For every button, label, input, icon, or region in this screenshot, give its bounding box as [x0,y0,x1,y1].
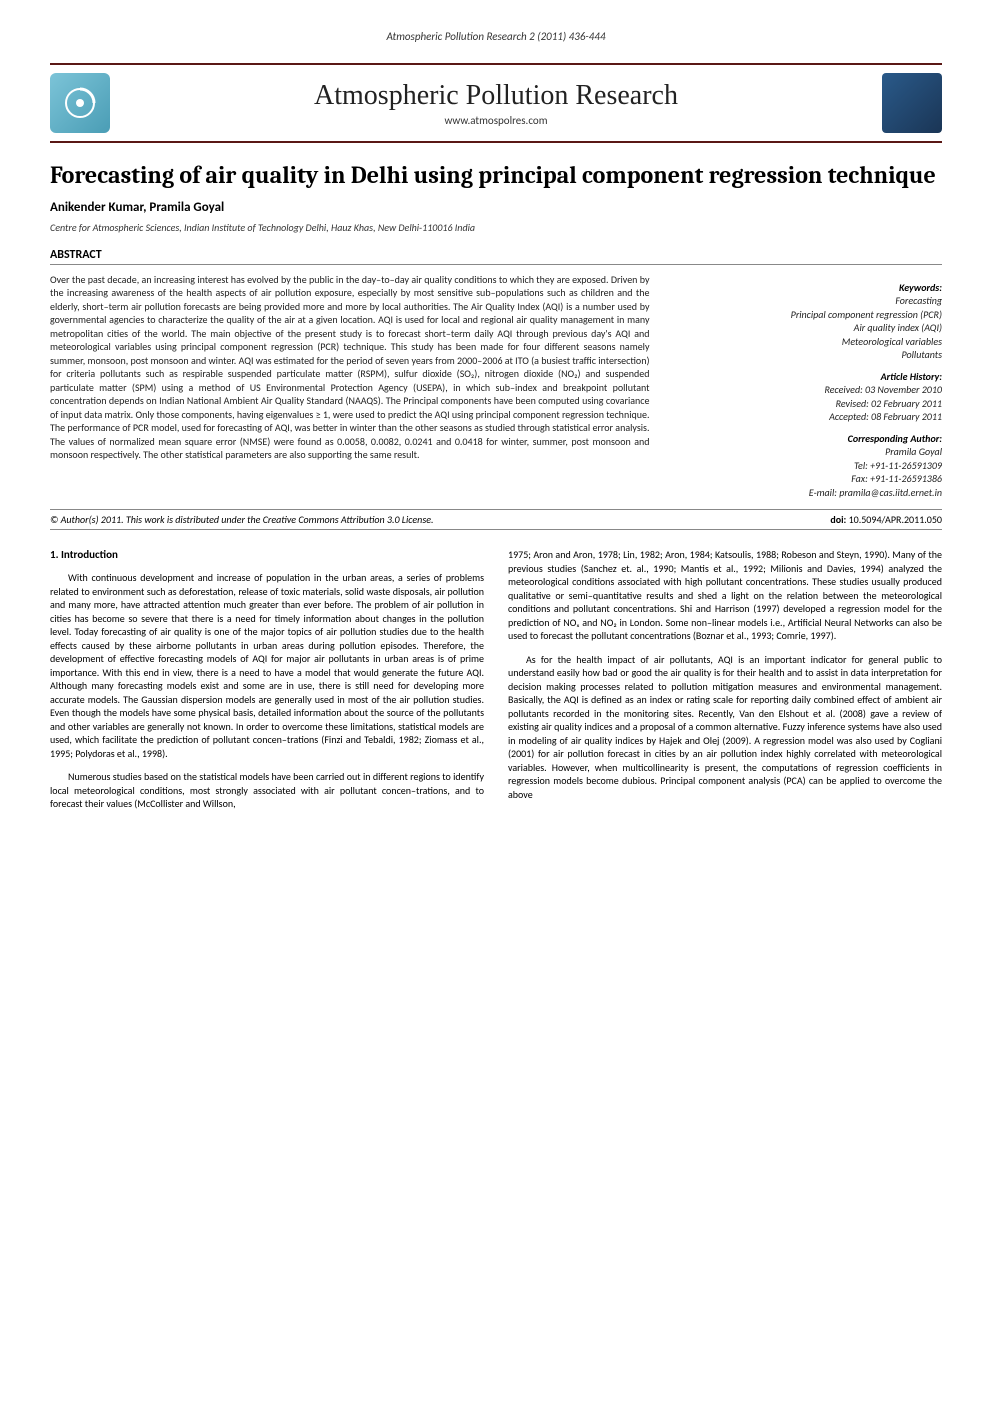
corresponding-item: Tel: +91-11-26591309 [670,459,943,473]
journal-logo-right-icon [882,73,942,133]
sidebar-column: Keywords: Forecasting Principal componen… [670,273,943,500]
body-column-left: 1. Introduction With continuous developm… [50,548,484,820]
intro-paragraph: As for the health impact of air pollutan… [508,653,942,802]
history-label: Article History: [670,370,943,384]
history-item: Accepted: 08 February 2011 [670,410,943,424]
doi-label: doi: [830,513,846,526]
keyword: Principal component regression (PCR) [670,308,943,322]
doi-value: 10.5094/APR.2011.050 [849,513,942,526]
journal-name: Atmospheric Pollution Research [125,80,867,112]
article-title: Forecasting of air quality in Delhi usin… [50,161,942,190]
keyword: Air quality index (AQI) [670,321,943,335]
journal-logo-left-icon [50,73,110,133]
banner-center: Atmospheric Pollution Research www.atmos… [125,80,867,127]
history-item: Received: 03 November 2010 [670,383,943,397]
authors: Anikender Kumar, Pramila Goyal [50,200,942,215]
license-row: © Author(s) 2011. This work is distribut… [50,509,942,530]
intro-paragraph: With continuous development and increase… [50,571,484,760]
corresponding-item: Fax: +91-11-26591386 [670,472,943,486]
corresponding-label: Corresponding Author: [670,432,943,446]
intro-paragraph: Numerous studies based on the statistica… [50,770,484,811]
body-columns: 1. Introduction With continuous developm… [50,548,942,820]
keyword: Meteorological variables [670,335,943,349]
keyword: Forecasting [670,294,943,308]
journal-url: www.atmospolres.com [125,114,867,127]
abstract-label: ABSTRACT [50,248,942,265]
keywords-label: Keywords: [670,281,943,295]
intro-heading: 1. Introduction [50,548,484,563]
body-column-right: 1975; Aron and Aron, 1978; Lin, 1982; Ar… [508,548,942,820]
abstract-text: Over the past decade, an increasing inte… [50,273,650,462]
corresponding-item: Pramila Goyal [670,445,943,459]
abstract-row: Over the past decade, an increasing inte… [50,273,942,500]
keyword: Pollutants [670,348,943,362]
abstract-column: Over the past decade, an increasing inte… [50,273,650,500]
running-header: Atmospheric Pollution Research 2 (2011) … [50,30,942,43]
doi: doi: 10.5094/APR.2011.050 [830,513,942,526]
license-text: © Author(s) 2011. This work is distribut… [50,513,434,526]
corresponding-item: E-mail: pramila@cas.iitd.ernet.in [670,486,943,500]
affiliation: Centre for Atmospheric Sciences, Indian … [50,221,942,234]
journal-banner: Atmospheric Pollution Research www.atmos… [50,63,942,143]
history-item: Revised: 02 February 2011 [670,397,943,411]
intro-paragraph: 1975; Aron and Aron, 1978; Lin, 1982; Ar… [508,548,942,643]
